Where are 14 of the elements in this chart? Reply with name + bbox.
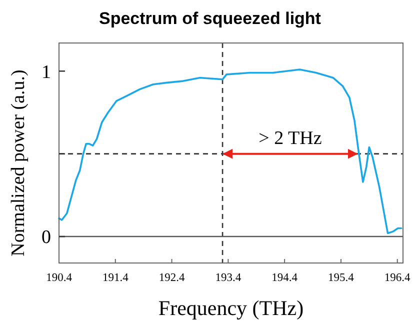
x-tick-label: 196.4: [384, 272, 411, 284]
chart-title: Spectrum of squeezed light: [99, 9, 322, 28]
y-axis-title: Normalized power (a.u.): [8, 70, 29, 256]
y-tick-label: 0: [42, 227, 51, 248]
x-axis-title: Frequency (THz): [158, 296, 304, 320]
annotation: > 2 THz: [258, 128, 322, 149]
x-tick-label: 193.4: [215, 272, 242, 284]
x-tick-label: 192.4: [158, 272, 185, 284]
x-tick-label: 191.4: [102, 272, 129, 284]
x-tick-label: 194.4: [272, 272, 298, 284]
x-tick-label: 195.4: [328, 272, 354, 284]
x-tick-label: 190.4: [46, 272, 72, 284]
y-tick-label: 1: [42, 62, 51, 83]
line-series: [58, 68, 402, 234]
